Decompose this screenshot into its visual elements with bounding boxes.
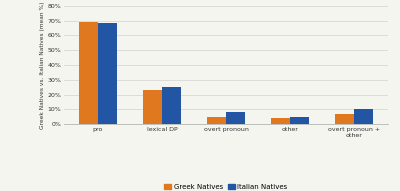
Bar xyxy=(79,22,98,124)
Bar xyxy=(162,87,181,124)
Bar xyxy=(335,114,354,124)
Bar xyxy=(98,23,117,124)
Bar xyxy=(354,109,373,124)
Bar xyxy=(226,112,245,124)
Bar xyxy=(290,117,309,124)
Bar xyxy=(271,118,290,124)
Y-axis label: Greek Natives vs. Italian Natives (mean %): Greek Natives vs. Italian Natives (mean … xyxy=(40,1,44,129)
Bar xyxy=(143,90,162,124)
Bar xyxy=(207,117,226,124)
Legend: Greek Natives, Italian Natives: Greek Natives, Italian Natives xyxy=(162,181,290,191)
